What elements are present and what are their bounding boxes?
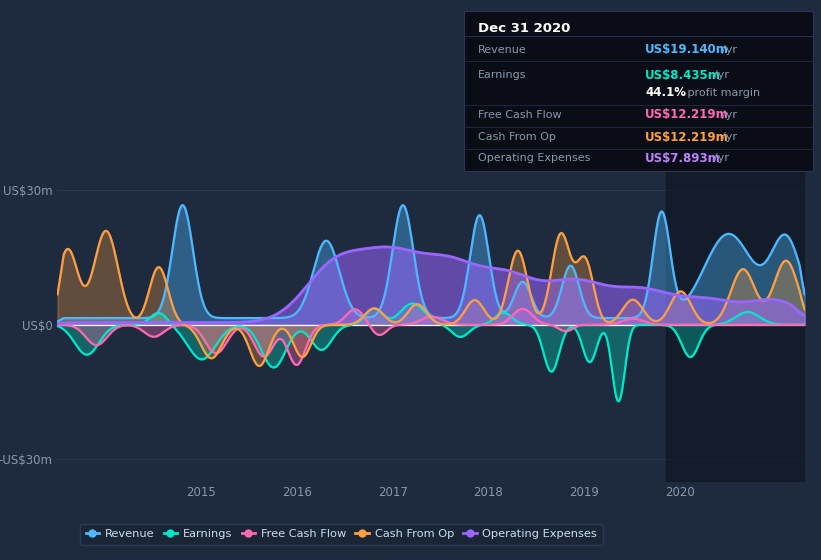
Text: Earnings: Earnings [478, 70, 526, 80]
Text: /yr: /yr [714, 153, 729, 163]
Text: US$19.140m: US$19.140m [645, 43, 729, 56]
Text: Cash From Op: Cash From Op [478, 132, 556, 142]
FancyBboxPatch shape [464, 11, 813, 171]
Text: Operating Expenses: Operating Expenses [478, 153, 590, 163]
Text: US$7.893m: US$7.893m [645, 152, 721, 165]
Bar [666, 168, 805, 482]
Legend: Revenue, Earnings, Free Cash Flow, Cash From Op, Operating Expenses: Revenue, Earnings, Free Cash Flow, Cash … [80, 524, 603, 545]
Text: Revenue: Revenue [478, 44, 526, 54]
Text: Free Cash Flow: Free Cash Flow [478, 110, 562, 120]
Text: /yr: /yr [722, 110, 737, 120]
Text: /yr: /yr [722, 132, 737, 142]
Text: Dec 31 2020: Dec 31 2020 [478, 22, 571, 35]
Text: /yr: /yr [714, 70, 729, 80]
Text: /yr: /yr [722, 44, 737, 54]
Text: profit margin: profit margin [684, 87, 759, 97]
Text: US$12.219m: US$12.219m [645, 131, 729, 144]
Text: US$8.435m: US$8.435m [645, 68, 721, 82]
Text: 44.1%: 44.1% [645, 86, 686, 99]
Text: US$12.219m: US$12.219m [645, 109, 729, 122]
